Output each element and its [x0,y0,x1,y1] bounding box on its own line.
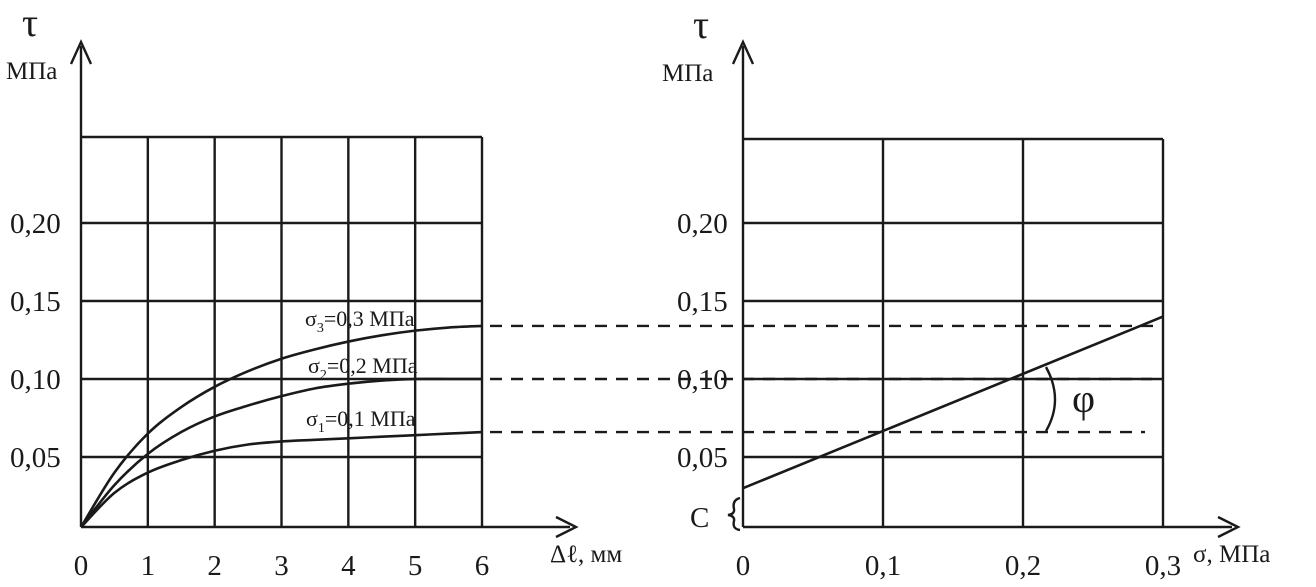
series-label-symbol: σ [306,406,318,431]
left-series-label-3: σ1=0,1 МПа [306,406,416,436]
left-series-3 [80,430,483,529]
left-x-tick: 1 [141,550,156,582]
series-label-symbol: σ [308,353,320,378]
right-y-tick: 0,10 [677,364,728,396]
cohesion-brace [727,496,741,532]
right-x-tick: 0 [736,550,751,582]
right-x-axis-label: σ, МПа [1193,541,1270,568]
left-x-tick: 3 [274,550,289,582]
right-x-tick: 0,3 [1145,550,1181,582]
left-x-tick: 6 [475,550,490,582]
left-y-tick: 0,15 [10,286,61,318]
right-y-tick: 0,15 [677,286,728,318]
left-y-axis-label: τ [22,0,38,45]
left-axes [69,39,579,539]
left-y-tick-labels: 0,05 0,10 0,15 0,20 [10,208,61,474]
right-grid [743,137,1165,527]
right-x-tick-labels: 0 0,1 0,2 0,3 [736,550,1181,582]
right-y-axis-label: τ [693,2,709,47]
left-y-tick: 0,10 [10,364,61,396]
right-axes [731,39,1241,539]
right-x-tick: 0,1 [865,550,901,582]
left-y-axis-unit: МПа [6,58,57,85]
friction-angle-label: φ [1072,376,1095,421]
left-grid [81,135,484,527]
left-series-label-2: σ2=0,2 МПа [308,353,418,383]
cohesion-label: C [690,502,709,534]
right-y-tick: 0,20 [677,208,728,240]
right-x-axis-arrow [1217,515,1241,539]
series-label-subscript: 2 [320,368,327,383]
left-y-tick: 0,20 [10,208,61,240]
left-series-label-1: σ3=0,3 МПа [305,306,415,336]
left-series [79,324,483,529]
left-x-tick: 4 [341,550,356,582]
series-label-subscript: 3 [317,321,324,336]
series-label-subscript: 1 [318,421,325,436]
right-x-tick: 0,2 [1005,550,1041,582]
right-series-line [742,315,1164,490]
right-chart-shear-vs-normal-stress: 0 0,1 0,2 0,3 0,05 0,10 0,15 0,20 φ C τ МПа σ,… [662,2,1270,582]
friction-angle-arc [1044,366,1057,432]
right-y-axis-arrow [731,39,755,65]
right-series [742,315,1164,490]
left-x-axis-label: Δℓ, мм [550,541,622,568]
right-y-tick: 0,05 [677,442,728,474]
left-x-tick: 2 [207,550,222,582]
left-x-tick: 5 [408,550,423,582]
series-label-value: =0,1 МПа [325,406,416,431]
left-x-tick-labels: 0 1 2 3 4 5 6 [74,550,490,582]
right-y-tick-labels: 0,05 0,10 0,15 0,20 [677,208,728,474]
series-label-value: =0,2 МПа [327,353,418,378]
left-y-tick: 0,05 [10,442,61,474]
left-series-2 [79,377,482,529]
series-label-symbol: σ [305,306,317,331]
left-x-tick: 0 [74,550,89,582]
right-y-axis-unit: МПа [662,60,713,87]
left-x-axis-arrow [555,515,579,539]
left-series-1 [79,324,483,528]
series-label-value: =0,3 МПа [324,306,415,331]
left-y-axis-arrow [69,39,93,65]
